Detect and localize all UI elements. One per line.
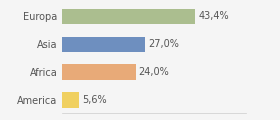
Bar — [62, 92, 79, 108]
Text: 5,6%: 5,6% — [82, 95, 107, 105]
Text: 27,0%: 27,0% — [148, 39, 179, 49]
Bar — [62, 36, 145, 52]
Bar — [62, 9, 195, 24]
Text: 24,0%: 24,0% — [139, 67, 169, 77]
Bar — [62, 64, 136, 80]
Text: 43,4%: 43,4% — [198, 11, 229, 21]
